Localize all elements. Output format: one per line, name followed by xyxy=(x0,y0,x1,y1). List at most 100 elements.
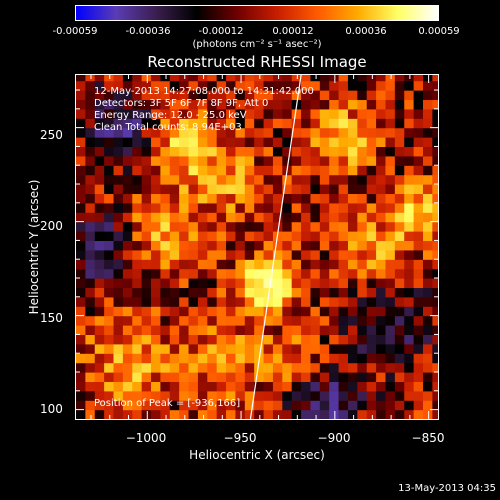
heatmap-cell xyxy=(188,165,199,176)
heatmap-cell xyxy=(169,381,180,392)
heatmap-cell xyxy=(329,202,340,213)
heatmap-cell xyxy=(272,240,283,251)
heatmap-cell xyxy=(122,287,133,298)
heatmap-cell xyxy=(197,193,208,204)
heatmap-cell xyxy=(404,212,415,223)
heatmap-cell xyxy=(413,184,424,195)
heatmap-cell xyxy=(385,268,396,279)
heatmap-cell xyxy=(432,118,438,129)
heatmap-cell xyxy=(432,146,438,157)
heatmap-cell xyxy=(282,155,293,166)
heatmap-cell xyxy=(216,174,227,185)
heatmap-cell xyxy=(413,315,424,326)
heatmap-cell xyxy=(347,390,358,401)
heatmap-cell xyxy=(385,75,396,82)
heatmap-cell xyxy=(366,127,377,138)
heatmap-cell xyxy=(310,268,321,279)
heatmap-cell xyxy=(197,343,208,354)
heatmap-cell xyxy=(394,362,405,373)
heatmap-cell xyxy=(197,90,208,101)
heatmap-cell xyxy=(310,259,321,270)
heatmap-cell xyxy=(207,99,218,110)
heatmap-cell xyxy=(347,343,358,354)
heatmap-cell xyxy=(207,362,218,373)
heatmap-cell xyxy=(160,155,171,166)
heatmap-cell xyxy=(338,174,349,185)
heatmap-cell xyxy=(366,343,377,354)
heatmap-cell xyxy=(357,184,368,195)
heatmap-cell xyxy=(226,108,237,119)
heatmap-cell xyxy=(216,249,227,260)
heatmap-cell xyxy=(310,287,321,298)
heatmap-cell xyxy=(329,362,340,373)
heatmap-cell xyxy=(282,362,293,373)
heatmap-cell xyxy=(188,80,199,91)
heatmap-cell xyxy=(188,155,199,166)
heatmap-cell xyxy=(404,325,415,336)
heatmap-cell xyxy=(338,259,349,270)
heatmap-cell xyxy=(413,362,424,373)
heatmap-cell xyxy=(216,137,227,148)
heatmap-cell xyxy=(272,278,283,289)
heatmap-cell xyxy=(113,249,124,260)
heatmap-cell xyxy=(254,75,265,82)
colorbar-tick-label: 0.00012 xyxy=(272,26,314,37)
heatmap-cell xyxy=(160,390,171,401)
heatmap-cell xyxy=(169,315,180,326)
heatmap-cell xyxy=(310,137,321,148)
heatmap-cell xyxy=(413,240,424,251)
heatmap-cell xyxy=(104,315,115,326)
heatmap-cell xyxy=(85,108,96,119)
heatmap-cell xyxy=(76,184,86,195)
heatmap-cell xyxy=(207,193,218,204)
heatmap-cell xyxy=(141,165,152,176)
heatmap-cell xyxy=(160,118,171,129)
heatmap-cell xyxy=(376,325,387,336)
heatmap-cell xyxy=(376,212,387,223)
heatmap-cell xyxy=(94,362,105,373)
heatmap-cell xyxy=(141,212,152,223)
heatmap-cell xyxy=(122,400,133,411)
heatmap-cell xyxy=(263,99,274,110)
heatmap-cell xyxy=(376,287,387,298)
heatmap-cell xyxy=(319,137,330,148)
heatmap-cell xyxy=(291,231,302,242)
heatmap-cell xyxy=(151,343,162,354)
heatmap-cell xyxy=(76,362,86,373)
heatmap-cell xyxy=(188,231,199,242)
heatmap-cell xyxy=(216,221,227,232)
heatmap-cell xyxy=(263,165,274,176)
heatmap-cell xyxy=(385,221,396,232)
heatmap-cell xyxy=(404,118,415,129)
heatmap-cell xyxy=(104,372,115,383)
heatmap-cell xyxy=(413,99,424,110)
heatmap-cell xyxy=(310,343,321,354)
heatmap-cell xyxy=(404,315,415,326)
heatmap-cell xyxy=(76,99,86,110)
heatmap-cell xyxy=(329,155,340,166)
heatmap-cell xyxy=(319,325,330,336)
heatmap-cell xyxy=(151,296,162,307)
heatmap-cell xyxy=(151,372,162,383)
heatmap-cell xyxy=(263,212,274,223)
heatmap-cell xyxy=(347,155,358,166)
heatmap-cell xyxy=(235,306,246,317)
heatmap-cell xyxy=(357,99,368,110)
heatmap-cell xyxy=(282,90,293,101)
heatmap-cell xyxy=(141,221,152,232)
heatmap-cell xyxy=(432,362,438,373)
heatmap-cell xyxy=(226,240,237,251)
heatmap-cell xyxy=(413,202,424,213)
heatmap-cell xyxy=(141,75,152,82)
heatmap-cell xyxy=(85,353,96,364)
heatmap-cell xyxy=(235,315,246,326)
heatmap-cell xyxy=(413,212,424,223)
heatmap-cell xyxy=(376,80,387,91)
heatmap-cell xyxy=(188,278,199,289)
heatmap-cell xyxy=(169,390,180,401)
heatmap-cell xyxy=(94,108,105,119)
heatmap-cell xyxy=(226,325,237,336)
heatmap-cell xyxy=(310,372,321,383)
heatmap-cell xyxy=(226,390,237,401)
heatmap-cell xyxy=(235,108,246,119)
